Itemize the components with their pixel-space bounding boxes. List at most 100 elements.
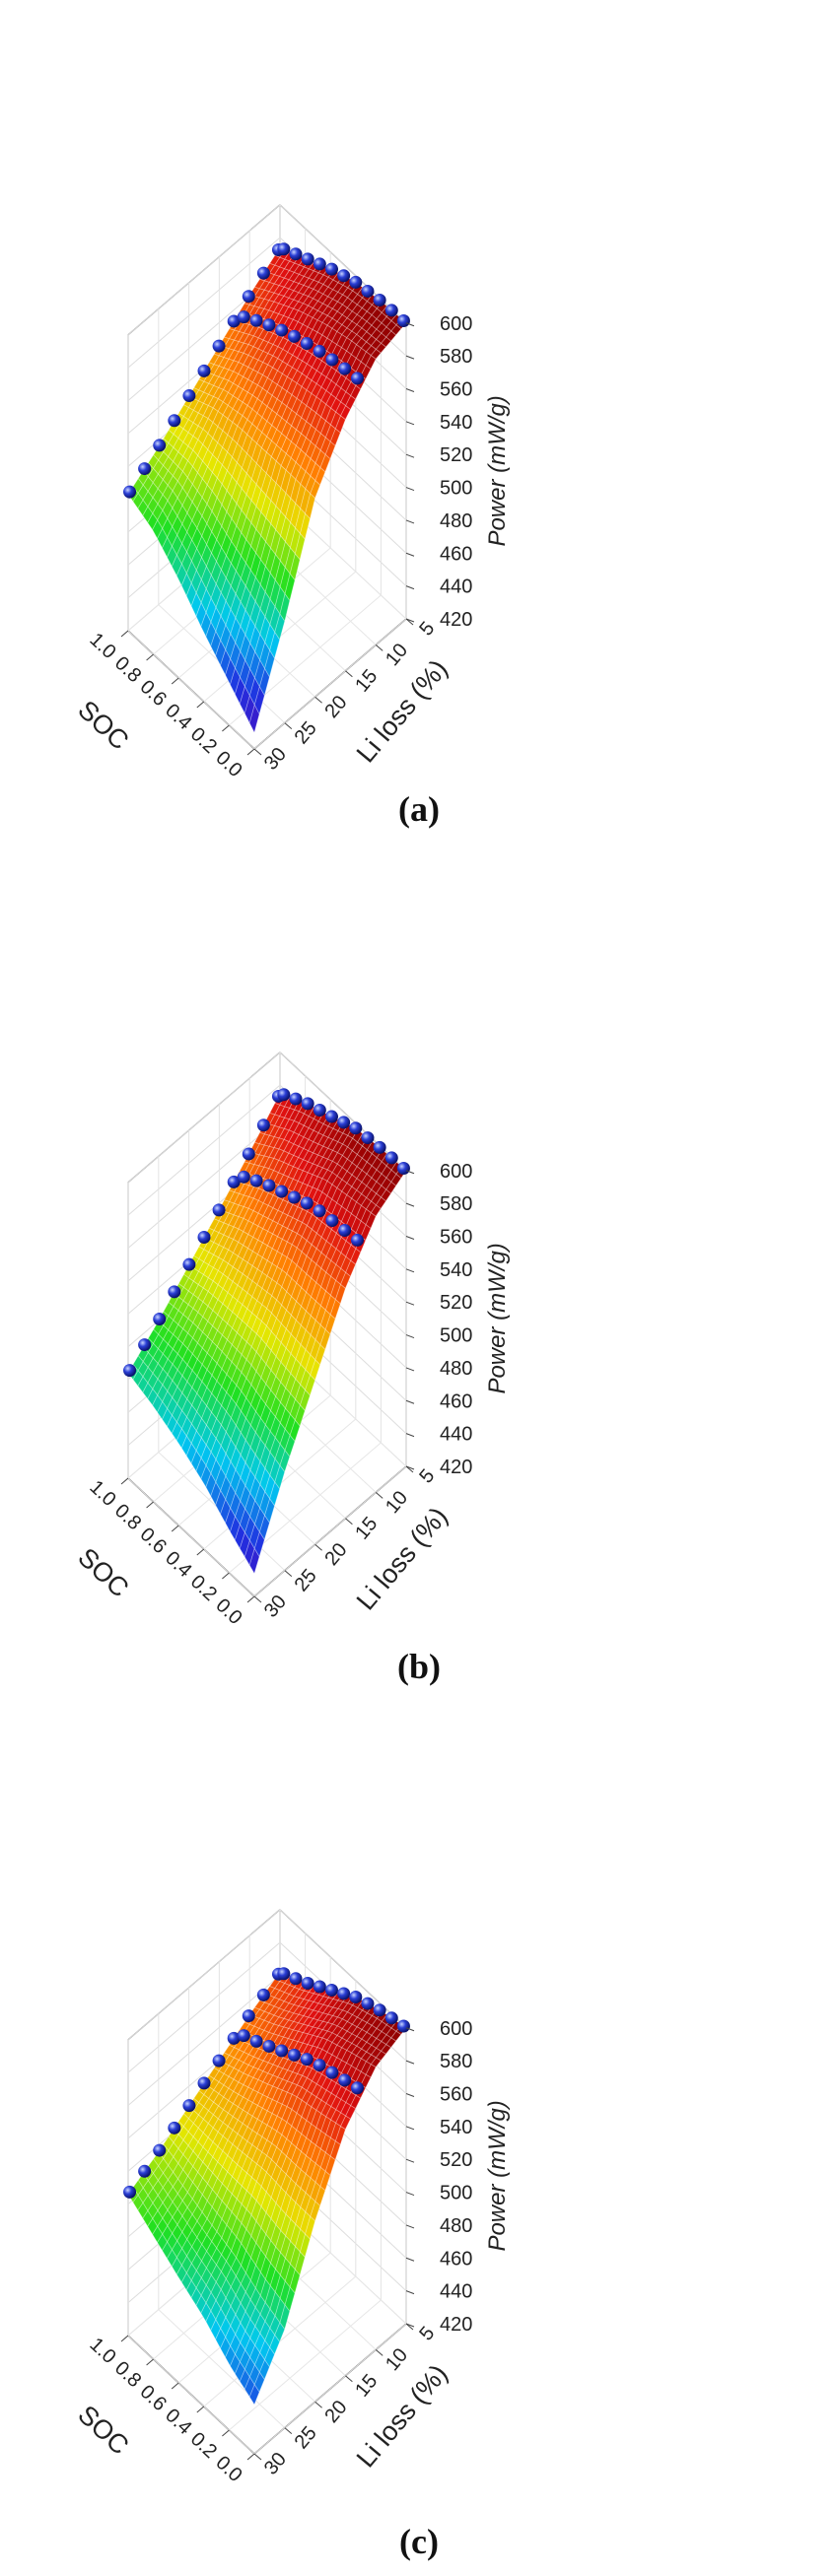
z-tick — [405, 1399, 415, 1404]
soc-tick — [171, 1525, 179, 1532]
z-tick-label: 500 — [440, 1325, 472, 1347]
data-points — [123, 1088, 410, 1378]
data-point — [153, 1312, 167, 1325]
z-tick-label: 520 — [440, 444, 472, 466]
data-point — [242, 2009, 255, 2023]
li-tick — [314, 2401, 322, 2408]
data-point — [289, 1972, 303, 1986]
z-tick — [405, 421, 415, 426]
z-tick-label: 420 — [440, 609, 472, 631]
z-tick-label: 540 — [440, 412, 472, 434]
data-point — [275, 2044, 289, 2058]
z-tick-label: 420 — [440, 2314, 472, 2336]
li-tick-label: 20 — [320, 1539, 351, 1570]
z-tick — [405, 2126, 415, 2131]
data-point — [289, 1092, 303, 1106]
z-tick — [405, 2060, 415, 2065]
soc-axis-title: SOC — [72, 695, 134, 756]
soc-tick-label: 0.0 — [211, 747, 245, 781]
z-tick — [405, 487, 415, 492]
data-point — [396, 1162, 410, 1176]
surface-mesh — [127, 246, 407, 734]
data-point — [197, 2076, 211, 2090]
data-point — [373, 293, 386, 306]
z-axis-title: Power (mW/g) — [484, 1243, 511, 1393]
li-tick — [253, 1595, 262, 1603]
soc-tick-label: 0.6 — [136, 1524, 171, 1558]
soc-tick — [196, 1548, 205, 1556]
data-point — [262, 1179, 276, 1192]
data-point — [349, 1121, 363, 1135]
data-point — [300, 2053, 314, 2067]
z-tick-label: 540 — [440, 1259, 472, 1281]
data-point — [227, 1175, 241, 1188]
z-tick — [405, 388, 415, 392]
z-axis-title: Power (mW/g) — [484, 2100, 511, 2251]
data-point — [301, 1097, 314, 1111]
z-tick-label: 480 — [440, 1358, 472, 1380]
data-point — [277, 1967, 291, 1981]
li-tick — [284, 1570, 293, 1577]
data-point — [338, 2073, 352, 2087]
z-tick — [405, 2158, 415, 2163]
z-tick-label: 460 — [440, 2248, 472, 2270]
data-point — [153, 439, 167, 452]
li-tick-label: 10 — [382, 2344, 412, 2375]
z-tick-label: 480 — [440, 2215, 472, 2237]
data-point — [123, 2185, 137, 2199]
data-point — [396, 314, 410, 328]
li-tick-label: 25 — [291, 717, 321, 748]
data-point — [237, 310, 250, 324]
data-point — [361, 284, 375, 298]
z-tick — [405, 519, 415, 524]
li-tick — [253, 748, 262, 756]
li-tick — [314, 696, 322, 704]
soc-tick-label: 0.4 — [161, 700, 195, 734]
data-point — [182, 1257, 196, 1271]
z-tick — [405, 322, 415, 327]
data-point — [256, 1119, 270, 1132]
data-point — [153, 2143, 167, 2157]
z-tick — [405, 1367, 415, 1372]
z-tick — [405, 355, 415, 360]
z-tick-label: 440 — [440, 1424, 472, 1446]
soc-tick — [171, 2382, 179, 2390]
li-tick — [405, 2323, 414, 2331]
z-tick — [405, 2257, 415, 2262]
z-tick-label: 560 — [440, 378, 472, 400]
soc-tick-label: 0.4 — [161, 1547, 195, 1582]
data-point — [384, 304, 398, 317]
soc-axis-title: SOC — [72, 1542, 134, 1603]
data-point — [396, 2019, 410, 2033]
z-tick-label: 500 — [440, 2183, 472, 2204]
data-point — [313, 1103, 326, 1117]
data-point — [277, 1088, 291, 1102]
soc-tick-label: 1.0 — [85, 2334, 119, 2368]
data-point — [242, 290, 255, 304]
soc-tick-label: 0.6 — [136, 676, 171, 711]
data-point — [256, 1988, 270, 2001]
li-tick-label: 5 — [415, 2323, 439, 2345]
data-point — [313, 344, 326, 358]
soc-tick-label: 0.6 — [136, 2381, 171, 2415]
data-point — [168, 2121, 181, 2135]
data-points — [123, 1967, 410, 2199]
data-point — [301, 1977, 314, 1991]
li-tick-label: 30 — [260, 2449, 291, 2479]
data-point — [313, 2059, 326, 2072]
data-points — [123, 242, 410, 499]
z-tick — [405, 1170, 415, 1175]
li-tick-label: 10 — [382, 1487, 412, 1518]
data-point — [324, 262, 338, 276]
data-point — [123, 485, 137, 499]
li-tick — [314, 1543, 322, 1551]
li-tick-label: 5 — [415, 618, 439, 641]
soc-tick-label: 0.8 — [110, 2357, 145, 2392]
surface-mesh — [127, 1971, 407, 2406]
chart-panel-b: 600 580 560 540 520 500 480 460 440 420 Power (mW/… — [0, 847, 837, 1705]
li-tick-label: 15 — [351, 665, 382, 696]
soc-tick — [196, 2406, 205, 2413]
li-tick-label: 15 — [351, 1513, 382, 1543]
z-tick-label: 580 — [440, 1193, 472, 1215]
